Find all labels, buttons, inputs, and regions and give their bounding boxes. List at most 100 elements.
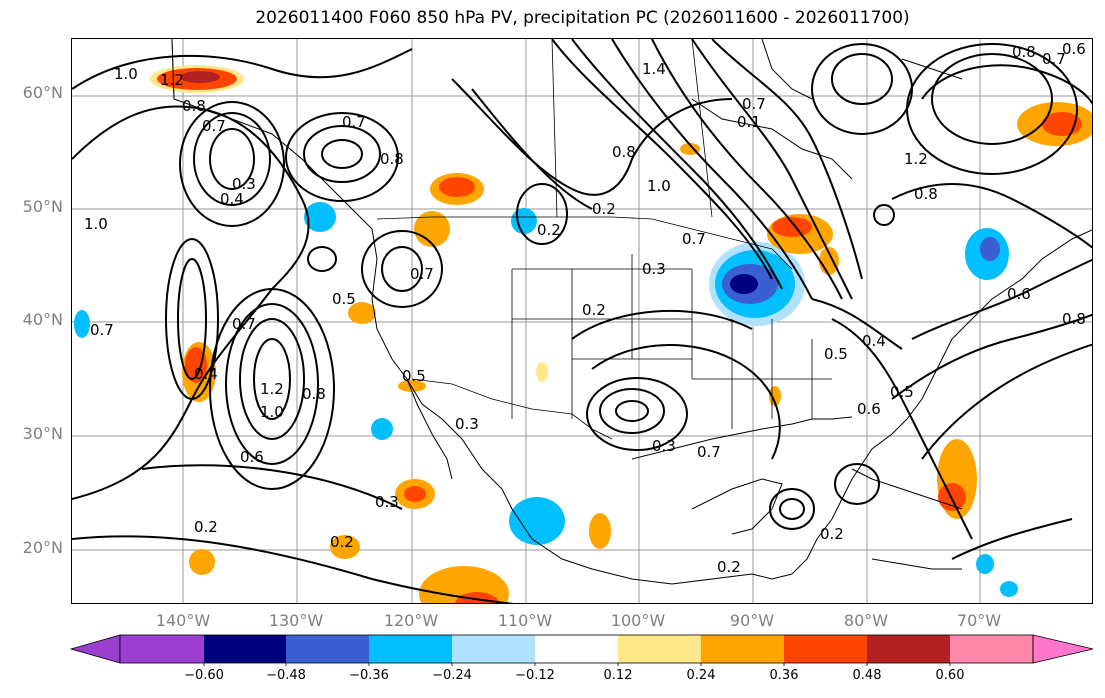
colorbar-tick-label: −0.48 bbox=[266, 668, 306, 683]
colorbar-bin bbox=[618, 635, 701, 663]
precip-negative-patch bbox=[511, 208, 537, 234]
contour-label: 0.2 bbox=[582, 301, 606, 319]
colorbar-tick-label: 0.12 bbox=[603, 668, 633, 683]
contour-label: 1.0 bbox=[114, 65, 138, 83]
contour-label: 0.7 bbox=[232, 315, 256, 333]
contour-label: 1.4 bbox=[642, 60, 666, 78]
precip-positive-patch bbox=[414, 211, 450, 247]
contour-label: 0.6 bbox=[240, 448, 264, 466]
map-panel: 1.0 1.2 0.8 0.7 0.3 0.4 1.0 0.7 0.8 0.7 … bbox=[71, 38, 1093, 604]
precip-positive-patch bbox=[404, 486, 426, 502]
contour-label: 0.8 bbox=[380, 150, 404, 168]
contour-label: 0.6 bbox=[1007, 285, 1031, 303]
precip-negative-patch bbox=[730, 274, 758, 294]
colorbar-tick-label: −0.36 bbox=[349, 668, 389, 683]
colorbar-bin bbox=[286, 635, 369, 663]
lon-label-80w: 80°W bbox=[843, 611, 889, 630]
contour-label: 1.0 bbox=[647, 177, 671, 195]
precip-negative-patch bbox=[304, 202, 336, 232]
contour-label: 0.2 bbox=[820, 525, 844, 543]
contour-label: 0.8 bbox=[302, 385, 326, 403]
precip-positive-patch bbox=[536, 362, 548, 382]
colorbar-extend-high bbox=[1032, 634, 1094, 664]
colorbar-tick-label: 0.36 bbox=[769, 668, 799, 683]
colorbar-tick-label: 0.24 bbox=[686, 668, 716, 683]
lat-label-50n: 50°N bbox=[22, 197, 63, 216]
contour-label: 0.7 bbox=[1042, 50, 1066, 68]
colorbar-bin bbox=[452, 635, 535, 663]
lat-label-30n: 30°N bbox=[22, 424, 63, 443]
contour-label: 0.6 bbox=[857, 400, 881, 418]
contour-label: 0.8 bbox=[182, 97, 206, 115]
contour-label: 0.7 bbox=[90, 321, 114, 339]
contour-label: 1.2 bbox=[260, 380, 284, 398]
colorbar-tick-label: −0.12 bbox=[515, 668, 555, 683]
contour-label: 0.3 bbox=[232, 175, 256, 193]
colorbar-bin bbox=[369, 635, 452, 663]
contour-label: 0.5 bbox=[402, 367, 426, 385]
colorbar-bin bbox=[867, 635, 950, 663]
colorbar-tick-label: 0.60 bbox=[935, 668, 965, 683]
precip-positive-patch bbox=[180, 71, 220, 83]
contour-label: 0.2 bbox=[537, 221, 561, 239]
colorbar-tick-label: 0.48 bbox=[852, 668, 882, 683]
lon-label-140w: 140°W bbox=[155, 611, 211, 630]
precip-negative-patch bbox=[371, 418, 393, 440]
contour-label: 0.7 bbox=[342, 113, 366, 131]
contour-label: 0.4 bbox=[194, 365, 218, 383]
contour-label: 1.2 bbox=[160, 71, 184, 89]
contour-label: 0.8 bbox=[1012, 43, 1036, 61]
contour-label: 0.2 bbox=[330, 533, 354, 551]
precip-negative-patch bbox=[976, 554, 994, 574]
precip-positive-patch bbox=[330, 535, 360, 559]
contour-label: 0.7 bbox=[697, 443, 721, 461]
contour-label: 0.8 bbox=[1062, 310, 1086, 328]
colorbar-bin bbox=[950, 635, 1033, 663]
lat-label-60n: 60°N bbox=[22, 83, 63, 102]
contour-label: 0.8 bbox=[612, 143, 636, 161]
colorbar-bin bbox=[204, 635, 286, 663]
precip-positive-patch bbox=[439, 177, 475, 197]
contour-label: 1.0 bbox=[84, 215, 108, 233]
contour-label: 0.2 bbox=[717, 558, 741, 576]
map-canvas: 1.0 1.2 0.8 0.7 0.3 0.4 1.0 0.7 0.8 0.7 … bbox=[72, 39, 1092, 603]
precip-negative-patch bbox=[74, 310, 90, 338]
precip-positive-patch bbox=[589, 513, 611, 549]
lon-label-70w: 70°W bbox=[956, 611, 1002, 630]
contour-label: 0.1 bbox=[737, 113, 761, 131]
contour-label: 0.3 bbox=[642, 260, 666, 278]
contour-label: 0.7 bbox=[410, 265, 434, 283]
contour-label: 0.3 bbox=[455, 415, 479, 433]
contour-label: 0.8 bbox=[914, 185, 938, 203]
colorbar-bin bbox=[784, 635, 867, 663]
precip-negative-patch bbox=[980, 237, 1000, 261]
precip-positive-patch bbox=[185, 347, 207, 383]
colorbar-bin bbox=[535, 635, 618, 663]
lon-label-130w: 130°W bbox=[268, 611, 324, 630]
pv-contours bbox=[72, 39, 1092, 603]
contour-label: 0.3 bbox=[652, 437, 676, 455]
precip-positive-patch bbox=[189, 549, 215, 575]
lat-label-20n: 20°N bbox=[22, 538, 63, 557]
contour-label: 0.5 bbox=[890, 383, 914, 401]
contour-label: 0.7 bbox=[202, 117, 226, 135]
colorbar-tick-label: −0.24 bbox=[432, 668, 472, 683]
contour-label: 0.7 bbox=[742, 95, 766, 113]
borders bbox=[171, 39, 832, 440]
lon-label-100w: 100°W bbox=[610, 611, 666, 630]
contour-label: 0.6 bbox=[1062, 40, 1086, 58]
precip-positive-patch bbox=[348, 302, 376, 324]
precip-negative-patch bbox=[1000, 581, 1018, 597]
precipitation-shading bbox=[74, 65, 1092, 603]
contour-label: 1.2 bbox=[904, 150, 928, 168]
colorbar bbox=[69, 634, 1094, 666]
contour-label: 1.0 bbox=[260, 403, 284, 421]
lon-label-120w: 120°W bbox=[383, 611, 439, 630]
contour-labels: 1.0 1.2 0.8 0.7 0.3 0.4 1.0 0.7 0.8 0.7 … bbox=[84, 40, 1086, 576]
colorbar-bin bbox=[120, 635, 204, 663]
contour-label: 0.4 bbox=[220, 190, 244, 208]
contour-label: 0.7 bbox=[682, 230, 706, 248]
colorbar-extend-low bbox=[69, 634, 121, 664]
precip-positive-patch bbox=[772, 217, 812, 237]
contour-label: 0.4 bbox=[862, 332, 886, 350]
